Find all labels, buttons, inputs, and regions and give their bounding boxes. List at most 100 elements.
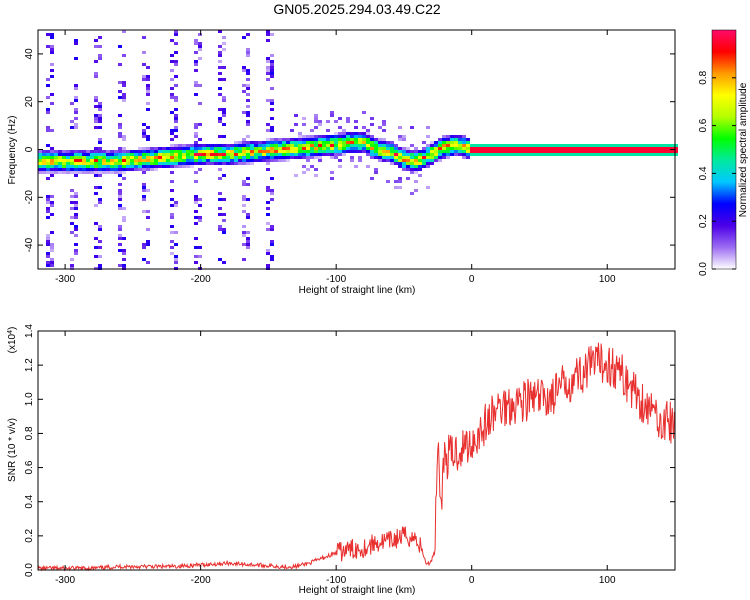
heatmap-cell bbox=[50, 204, 54, 207]
heatmap-cell bbox=[466, 141, 470, 144]
heatmap-cell bbox=[278, 153, 282, 156]
heatmap-cell bbox=[398, 177, 402, 180]
heatmap-cell bbox=[266, 129, 270, 132]
heatmap-cell bbox=[318, 147, 322, 150]
heatmap-cell bbox=[394, 162, 398, 165]
heatmap-cell bbox=[318, 123, 322, 126]
heatmap-cell bbox=[182, 156, 186, 159]
heatmap-cell bbox=[162, 156, 166, 159]
heatmap-cell bbox=[462, 138, 466, 141]
heatmap-cell bbox=[246, 48, 250, 51]
heatmap-cell bbox=[422, 141, 426, 144]
heatmap-cell bbox=[330, 141, 334, 144]
heatmap-cell bbox=[50, 243, 54, 246]
heatmap-cell bbox=[294, 156, 298, 159]
heatmap-cell bbox=[290, 156, 294, 159]
heatmap-cell bbox=[638, 147, 642, 150]
heatmap-cell bbox=[414, 153, 418, 156]
heatmap-cell bbox=[174, 63, 178, 66]
heatmap-cell bbox=[566, 144, 570, 147]
heatmap-cell bbox=[270, 147, 274, 150]
heatmap-cell bbox=[198, 45, 202, 48]
heatmap-cell bbox=[266, 201, 270, 204]
heatmap-cell bbox=[50, 93, 54, 96]
heatmap-cell bbox=[610, 144, 614, 147]
heatmap-cell bbox=[270, 141, 274, 144]
heatmap-cell bbox=[358, 135, 362, 138]
heatmap-cell bbox=[114, 165, 118, 168]
heatmap-cell bbox=[654, 153, 658, 156]
heatmap-cell bbox=[62, 171, 66, 174]
heatmap-cell bbox=[438, 144, 442, 147]
heatmap-cell bbox=[86, 156, 90, 159]
heatmap-cell bbox=[46, 156, 50, 159]
heatmap-cell bbox=[250, 150, 254, 153]
heatmap-cell bbox=[274, 153, 278, 156]
heatmap-cell bbox=[518, 147, 522, 150]
heatmap-cell bbox=[102, 165, 106, 168]
heatmap-cell bbox=[222, 36, 226, 39]
heatmap-cell bbox=[110, 165, 114, 168]
heatmap-cell bbox=[622, 150, 626, 153]
heatmap-cell bbox=[190, 156, 194, 159]
heatmap-cell bbox=[474, 144, 478, 147]
heatmap-cell bbox=[54, 150, 58, 153]
heatmap-cell bbox=[454, 138, 458, 141]
heatmap-cell bbox=[658, 147, 662, 150]
heatmap-cell bbox=[154, 147, 158, 150]
heatmap-cell bbox=[218, 213, 222, 216]
heatmap-cell bbox=[194, 144, 198, 147]
heatmap-cell bbox=[46, 198, 50, 201]
heatmap-cell bbox=[142, 63, 146, 66]
heatmap-cell bbox=[318, 141, 322, 144]
y-tick-label: 0.6 bbox=[24, 460, 35, 474]
heatmap-cell bbox=[118, 96, 122, 99]
heatmap-cell bbox=[202, 156, 206, 159]
heatmap-cell bbox=[270, 177, 274, 180]
heatmap-cell bbox=[146, 168, 150, 171]
heatmap-cell bbox=[370, 147, 374, 150]
heatmap-cell bbox=[122, 96, 126, 99]
heatmap-cell bbox=[342, 141, 346, 144]
heatmap-cell bbox=[174, 261, 178, 264]
heatmap-cell bbox=[46, 78, 50, 81]
heatmap-cell bbox=[386, 180, 390, 183]
heatmap-cell bbox=[250, 141, 254, 144]
heatmap-cell bbox=[254, 156, 258, 159]
heatmap-cell bbox=[510, 153, 514, 156]
heatmap-cell bbox=[186, 144, 190, 147]
heatmap-cell bbox=[454, 144, 458, 147]
heatmap-cell bbox=[122, 147, 126, 150]
heatmap-cell bbox=[114, 156, 118, 159]
heatmap-cell bbox=[362, 111, 366, 114]
heatmap-cell bbox=[226, 144, 230, 147]
heatmap-cell bbox=[230, 159, 234, 162]
heatmap-cell bbox=[414, 156, 418, 159]
heatmap-cell bbox=[466, 150, 470, 153]
heatmap-cell bbox=[122, 99, 126, 102]
heatmap-cell bbox=[218, 51, 222, 54]
heatmap-cell bbox=[394, 147, 398, 150]
heatmap-cell bbox=[310, 144, 314, 147]
heatmap-cell bbox=[586, 153, 590, 156]
heatmap-cell bbox=[410, 159, 414, 162]
heatmap-cell bbox=[74, 159, 78, 162]
x-tick-label: -300 bbox=[55, 575, 75, 586]
heatmap-cell bbox=[310, 153, 314, 156]
heatmap-cell bbox=[550, 147, 554, 150]
heatmap-cell bbox=[178, 159, 182, 162]
heatmap-cell bbox=[218, 135, 222, 138]
heatmap-cell bbox=[138, 147, 142, 150]
heatmap-cell bbox=[414, 165, 418, 168]
heatmap-cell bbox=[86, 171, 90, 174]
heatmap-cell bbox=[614, 144, 618, 147]
heatmap-cell bbox=[294, 114, 298, 117]
heatmap-cell bbox=[50, 129, 54, 132]
heatmap-cell bbox=[74, 234, 78, 237]
heatmap-cell bbox=[270, 138, 274, 141]
heatmap-cell bbox=[326, 138, 330, 141]
heatmap-cell bbox=[314, 120, 318, 123]
heatmap-cell bbox=[494, 153, 498, 156]
heatmap-cell bbox=[194, 81, 198, 84]
heatmap-cell bbox=[578, 144, 582, 147]
